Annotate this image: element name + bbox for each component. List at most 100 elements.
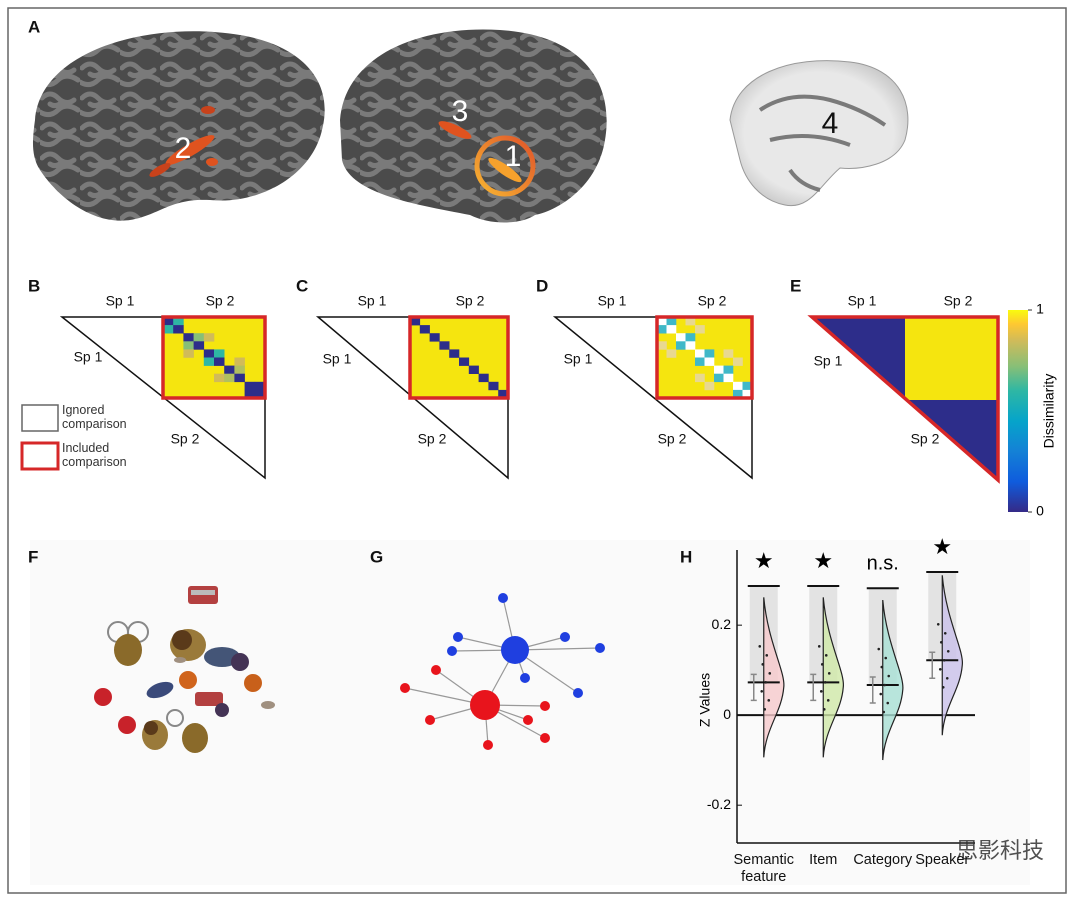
matrix-cell [695,325,705,334]
matrix-cell [695,357,705,366]
y-tick-label: 0 [723,706,731,722]
x-tick-label: Category [853,852,913,868]
matrix-cell [439,341,450,350]
subject-dot [827,672,831,675]
matrix-cell [214,357,225,366]
subject-dot [880,665,884,669]
subject-dot [879,692,883,696]
matrix-cell [459,357,470,366]
matrix-cell [429,333,440,342]
matrix-cell [733,381,743,391]
legend-text: Included comparison [62,441,127,469]
subject-dot [942,658,946,662]
sp-label: Sp 1 [598,293,627,309]
sp-label: Sp 2 [418,431,447,447]
subject-dot [936,622,940,626]
subject-dot [817,645,821,648]
panel-letter: H [680,547,692,566]
matrix-cell [183,333,194,342]
significance: ★ [754,548,774,573]
x-tick-label: Semantic feature [733,852,794,885]
panel-letter: F [28,547,38,566]
matrix-cell [214,373,225,383]
sp-label: Sp 2 [456,293,485,309]
matrix-cell [163,325,174,334]
matrix-cell [254,389,266,399]
matrix-cell [163,317,174,326]
matrix-cell [685,317,696,326]
matrix-cell [183,341,194,350]
matrix-cell [498,389,509,399]
error-bar [929,651,936,680]
slice-folds [758,94,887,192]
matrix-cell [714,373,724,383]
matrix-cell [203,333,215,342]
subject-dot [823,681,827,684]
sp-label: Sp 1 [814,353,843,369]
subject-dot [822,708,826,711]
matrix-cell [666,325,677,334]
matrix-cell [666,317,677,326]
matrix-cell [244,389,256,399]
violin [822,597,844,758]
subject-dot [945,676,949,680]
subject-dot [877,647,881,651]
panel-letter: A [28,17,40,36]
brain-slice [729,60,909,207]
matrix-cell [714,365,724,374]
matrix-cell [657,341,667,350]
matrix-cell [704,349,715,358]
subject-dot [886,701,890,705]
colorbar [1008,310,1028,512]
matrix-cell [685,333,696,342]
sp-label: Sp 1 [564,351,593,367]
sp-label: Sp 1 [323,351,352,367]
matrix-cell [173,317,184,326]
matrix-cell [234,365,245,374]
subject-dot [882,710,886,714]
network-blue [447,593,605,698]
violin [941,575,963,736]
subject-dot [763,708,767,711]
colorbar-tick-label: 1 [1036,301,1044,317]
matrix-cell [657,325,667,334]
brain-left [32,31,325,221]
panel-letter: G [370,547,383,566]
subject-dot [819,690,823,693]
brain-label: 2 [175,132,192,165]
matrix-cell [676,341,686,350]
matrix-cell [723,365,734,374]
matrix-cell [733,357,743,366]
included-outline [161,315,267,400]
matrix-cell [742,381,753,391]
colorbar-label: Dissimilarity [1041,374,1057,449]
legend-included [20,441,60,471]
violin [763,597,785,758]
subject-dot [824,654,828,657]
sp-label: Sp 2 [658,431,687,447]
matrix-cell [657,317,667,326]
matrix-cell [193,333,205,342]
violin-chart: -0.2 0 0.2 Z Values ★ ★ n.s. ★ [697,534,975,844]
subject-dot [820,663,824,666]
sp-label: Sp 2 [171,431,200,447]
matrix-cell [224,365,235,374]
included-outline [655,315,754,400]
subject-dot [761,663,765,666]
subject-dot [826,699,830,702]
matrix-cell [203,357,215,366]
matrix-cell [733,389,743,399]
panel-letter: E [790,276,801,295]
matrix-cell [742,389,753,399]
sp-label: Sp 1 [358,293,387,309]
sp-label: Sp 2 [911,431,940,447]
panel-letter: B [28,276,40,295]
matrix-cell [183,349,194,358]
legend-text: Ignored comparison [62,403,127,431]
roi-ring [474,135,536,197]
network-red [400,665,550,750]
subject-dot [767,699,771,702]
matrix-cell [704,381,715,391]
